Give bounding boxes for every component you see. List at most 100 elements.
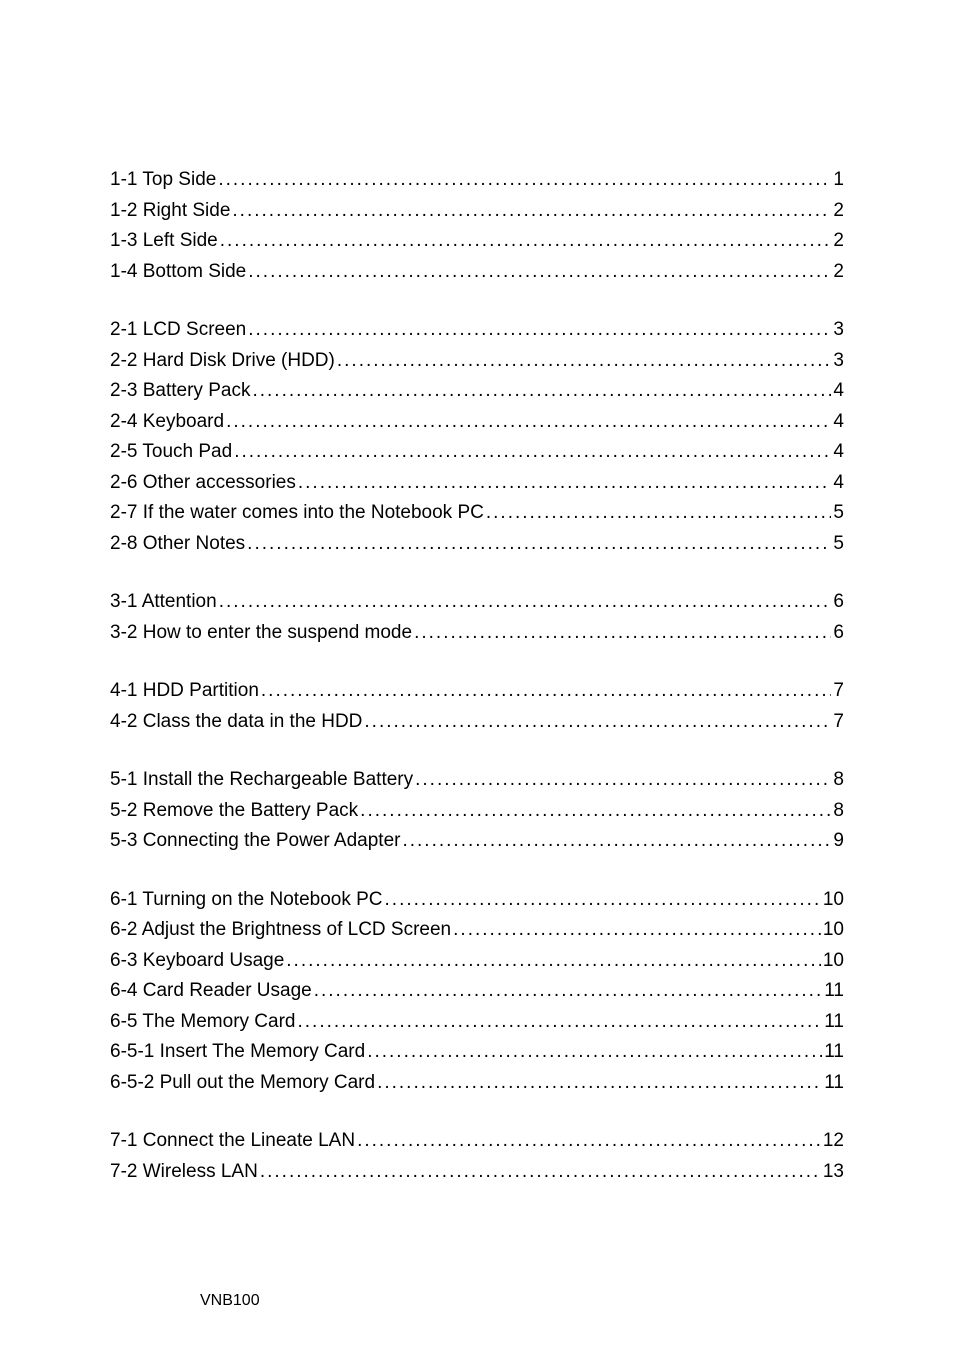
- toc-leader-dots: [414, 623, 831, 642]
- toc-entry-page: 6: [833, 623, 844, 642]
- toc-entry: 2-4 Keyboard 4: [110, 412, 844, 431]
- toc-entry-page: 12: [823, 1131, 844, 1150]
- toc-entry: 2-6 Other accessories 4: [110, 473, 844, 492]
- toc-leader-dots: [219, 592, 832, 611]
- toc-entry: 2-5 Touch Pad 4: [110, 442, 844, 461]
- toc-entry-label: 6-5-2 Pull out the Memory Card: [110, 1073, 375, 1092]
- toc-entry-label: 2-6 Other accessories: [110, 473, 296, 492]
- toc-entry-page: 3: [833, 320, 844, 339]
- toc-entry-label: 2-7 If the water comes into the Notebook…: [110, 503, 484, 522]
- toc-entry: 2-7 If the water comes into the Notebook…: [110, 503, 844, 522]
- toc-leader-dots: [298, 473, 832, 492]
- section-gap: [110, 564, 844, 592]
- toc-entry: 7-2 Wireless LAN 13: [110, 1162, 844, 1181]
- toc-entry: 2-1 LCD Screen 3: [110, 320, 844, 339]
- toc-entry: 6-5 The Memory Card 11: [110, 1012, 844, 1031]
- toc-leader-dots: [377, 1073, 822, 1092]
- toc-leader-dots: [486, 503, 832, 522]
- toc-entry-label: 2-1 LCD Screen: [110, 320, 246, 339]
- toc-entry-page: 4: [833, 381, 844, 400]
- section-gap: [110, 862, 844, 890]
- toc-leader-dots: [234, 442, 831, 461]
- toc-entry: 1-1 Top Side 1: [110, 170, 844, 189]
- toc-entry-page: 5: [833, 534, 844, 553]
- toc-entry: 2-8 Other Notes 5: [110, 534, 844, 553]
- toc-entry-label: 2-5 Touch Pad: [110, 442, 232, 461]
- toc-entry-label: 3-1 Attention: [110, 592, 217, 611]
- toc-entry: 4-1 HDD Partition 7: [110, 681, 844, 700]
- toc-entry-label: 5-3 Connecting the Power Adapter: [110, 831, 400, 850]
- toc-leader-dots: [248, 262, 831, 281]
- toc-leader-dots: [337, 351, 832, 370]
- toc-leader-dots: [252, 381, 831, 400]
- toc-entry-label: 6-2 Adjust the Brightness of LCD Screen: [110, 920, 451, 939]
- toc-entry-page: 11: [824, 981, 844, 1000]
- toc-entry-page: 4: [833, 473, 844, 492]
- toc-entry: 1-4 Bottom Side 2: [110, 262, 844, 281]
- toc-leader-dots: [364, 712, 831, 731]
- toc-entry-page: 2: [833, 201, 844, 220]
- toc-leader-dots: [367, 1042, 822, 1061]
- toc-entry: 5-1 Install the Rechargeable Battery 8: [110, 770, 844, 789]
- toc-entry: 6-5-2 Pull out the Memory Card 11: [110, 1073, 844, 1092]
- toc-entry-label: 2-2 Hard Disk Drive (HDD): [110, 351, 335, 370]
- toc-entry: 2-2 Hard Disk Drive (HDD) 3: [110, 351, 844, 370]
- toc-entry-page: 2: [833, 262, 844, 281]
- toc-entry-page: 4: [833, 442, 844, 461]
- toc-entry: 5-3 Connecting the Power Adapter 9: [110, 831, 844, 850]
- toc-entry: 6-2 Adjust the Brightness of LCD Screen …: [110, 920, 844, 939]
- toc-leader-dots: [357, 1131, 821, 1150]
- toc-entry-page: 11: [824, 1012, 844, 1031]
- section-gap: [110, 653, 844, 681]
- section-gap: [110, 742, 844, 770]
- toc-entry-page: 10: [823, 890, 844, 909]
- toc-entry-page: 8: [833, 770, 844, 789]
- toc-entry: 2-3 Battery Pack 4: [110, 381, 844, 400]
- toc-leader-dots: [232, 201, 831, 220]
- toc-entry-label: 5-1 Install the Rechargeable Battery: [110, 770, 413, 789]
- toc-leader-dots: [402, 831, 831, 850]
- toc-entry-page: 6: [833, 592, 844, 611]
- toc-entry-label: 6-5-1 Insert The Memory Card: [110, 1042, 365, 1061]
- toc-entry-page: 11: [824, 1042, 844, 1061]
- toc-entry-label: 1-2 Right Side: [110, 201, 230, 220]
- toc-entry-page: 10: [823, 920, 844, 939]
- toc-entry-page: 9: [833, 831, 844, 850]
- toc-entry: 1-2 Right Side 2: [110, 201, 844, 220]
- toc-entry: 7-1 Connect the Lineate LAN 12: [110, 1131, 844, 1150]
- footer-model: VNB100: [200, 1292, 260, 1310]
- toc-page: 1-1 Top Side 1 1-2 Right Side 2 1-3 Left S…: [0, 0, 954, 1352]
- toc-entry-label: 4-2 Class the data in the HDD: [110, 712, 362, 731]
- toc-entry-page: 7: [833, 681, 844, 700]
- section-gap: [110, 1103, 844, 1131]
- toc-entry: 4-2 Class the data in the HDD 7: [110, 712, 844, 731]
- toc-entry-label: 7-2 Wireless LAN: [110, 1162, 258, 1181]
- toc-entry-label: 6-3 Keyboard Usage: [110, 951, 284, 970]
- toc-entry-label: 6-1 Turning on the Notebook PC: [110, 890, 383, 909]
- toc-entry: 3-2 How to enter the suspend mode 6: [110, 623, 844, 642]
- toc-entry-page: 10: [823, 951, 844, 970]
- toc-entry-label: 4-1 HDD Partition: [110, 681, 259, 700]
- toc-leader-dots: [453, 920, 821, 939]
- toc-entry-page: 7: [833, 712, 844, 731]
- toc-leader-dots: [286, 951, 821, 970]
- toc-entry: 6-3 Keyboard Usage 10: [110, 951, 844, 970]
- toc-entry-page: 1: [833, 170, 844, 189]
- toc-entry: 5-2 Remove the Battery Pack 8: [110, 801, 844, 820]
- toc-entry-page: 11: [824, 1073, 844, 1092]
- toc-entry-label: 1-3 Left Side: [110, 231, 218, 250]
- section-gap: [110, 292, 844, 320]
- toc-entry-page: 4: [833, 412, 844, 431]
- toc-leader-dots: [298, 1012, 823, 1031]
- toc-entry-page: 13: [823, 1162, 844, 1181]
- toc-entry-page: 8: [833, 801, 844, 820]
- toc-entry-label: 2-4 Keyboard: [110, 412, 224, 431]
- toc-leader-dots: [360, 801, 831, 820]
- toc-leader-dots: [220, 231, 832, 250]
- toc-entry: 1-3 Left Side 2: [110, 231, 844, 250]
- toc-leader-dots: [260, 1162, 821, 1181]
- toc-leader-dots: [314, 981, 823, 1000]
- toc-entry-label: 3-2 How to enter the suspend mode: [110, 623, 412, 642]
- toc-entry-label: 5-2 Remove the Battery Pack: [110, 801, 358, 820]
- toc-entry-label: 2-3 Battery Pack: [110, 381, 250, 400]
